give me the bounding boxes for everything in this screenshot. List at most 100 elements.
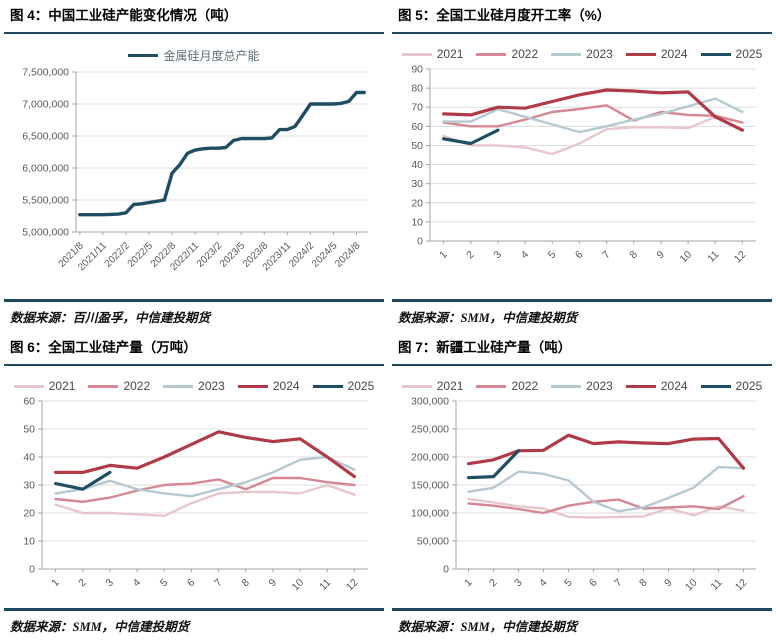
y-axis-tick-label: 0 <box>29 564 35 576</box>
series-line-2021 <box>467 498 745 520</box>
x-axis-tick-label: 1 <box>49 577 62 590</box>
series-line-2024 <box>441 88 744 133</box>
y-axis-tick-label: 10 <box>411 217 423 229</box>
series-line-2024 <box>466 434 746 471</box>
figure-4-title: 图 4：中国工业硅产能变化情况（吨） <box>10 8 238 23</box>
figure-4-legend: 金属硅月度总产能 <box>10 47 378 64</box>
x-axis-tick-label: 11 <box>705 249 721 265</box>
legend-item-2025: 2025 <box>312 379 374 393</box>
x-axis-tick-label: 3 <box>512 577 525 590</box>
legend-swatch-icon <box>88 384 119 388</box>
y-axis-tick-label: 200,000 <box>411 452 449 464</box>
legend-item-2021: 2021 <box>13 379 76 394</box>
x-axis-tick-label: 2024/8 <box>333 241 363 271</box>
y-axis-tick-label: 0 <box>443 564 449 576</box>
legend-label: 2022 <box>123 379 151 394</box>
y-axis-tick-label: 0 <box>417 236 423 248</box>
y-axis-tick-label: 70 <box>411 102 423 114</box>
y-axis-tick-label: 40 <box>411 160 423 172</box>
y-axis-tick-label: 40 <box>23 452 35 464</box>
legend-item-2025: 2025 <box>700 47 763 62</box>
series-line-2022 <box>467 495 745 515</box>
y-axis-tick-label: 300,000 <box>411 396 449 408</box>
legend-label: 2021 <box>436 379 464 394</box>
legend-item-2023: 2023 <box>163 379 225 393</box>
legend-label: 2021 <box>436 47 464 62</box>
y-axis-tick-label: 6,500,000 <box>22 131 69 143</box>
x-axis-tick-label: 6 <box>573 249 586 262</box>
x-axis-tick-label: 3 <box>103 577 116 590</box>
legend-label: 2021 <box>48 379 76 394</box>
x-axis-tick-label: 10 <box>677 249 694 266</box>
series-line-金属硅月度总产能 <box>78 91 366 217</box>
legend-label: 2023 <box>586 47 613 62</box>
x-axis-tick-label: 1 <box>462 577 475 590</box>
series-line-2025 <box>53 471 112 492</box>
x-axis-tick-label: 8 <box>637 577 650 590</box>
legend-label: 2025 <box>735 47 763 62</box>
x-axis-tick-label: 8 <box>239 577 252 590</box>
x-axis-tick-label: 11 <box>708 577 724 593</box>
y-axis-tick-label: 7,500,000 <box>22 67 69 79</box>
x-axis-tick-label: 6 <box>185 577 198 590</box>
series-line-2023 <box>467 466 745 513</box>
y-axis-tick-label: 6,000,000 <box>22 163 69 175</box>
y-axis-tick-label: 80 <box>411 83 423 95</box>
series-line-2022 <box>54 477 356 504</box>
x-axis-tick-label: 1 <box>437 249 450 262</box>
x-axis-tick-label: 2 <box>464 249 477 262</box>
spacer <box>10 290 378 299</box>
legend-swatch-icon <box>700 52 731 56</box>
legend-label: 2024 <box>272 379 300 394</box>
x-axis-tick-label: 4 <box>537 577 550 590</box>
title-divider <box>392 363 772 367</box>
title-divider <box>4 363 384 367</box>
legend-swatch-icon <box>476 384 507 388</box>
figure-6-source: 数据来源：SMM，中信建投期货 <box>10 620 190 634</box>
y-axis-tick-label: 100,000 <box>411 508 449 520</box>
x-axis-tick-label: 9 <box>654 249 667 262</box>
legend-label: 2023 <box>586 379 613 394</box>
legend-label: 2023 <box>198 379 225 394</box>
legend-item-2021: 2021 <box>401 379 464 394</box>
x-axis-tick-label: 10 <box>289 577 306 594</box>
legend-item-2022: 2022 <box>88 379 150 393</box>
x-axis-tick-label: 12 <box>344 577 361 594</box>
legend-item-2024: 2024 <box>237 379 300 394</box>
title-divider <box>392 31 772 35</box>
legend-item-2025: 2025 <box>700 379 763 394</box>
x-axis-tick-label: 9 <box>266 577 279 590</box>
x-axis-tick-label: 2 <box>76 577 89 590</box>
source-divider <box>4 299 384 302</box>
x-axis-tick-label: 7 <box>612 577 625 590</box>
x-axis-tick-label: 4 <box>519 249 532 262</box>
figure-7-source: 数据来源：SMM，中信建投期货 <box>398 620 578 634</box>
figure-5-legend: 2021 2022 2023 2024 2025 <box>398 47 766 61</box>
y-axis-tick-label: 5,500,000 <box>22 195 69 207</box>
y-axis-tick-label: 30 <box>411 179 423 191</box>
source-divider <box>4 608 384 611</box>
legend-swatch-icon <box>551 384 582 388</box>
legend-swatch-icon <box>13 384 44 388</box>
legend-label: 2024 <box>660 47 688 62</box>
legend-swatch-icon <box>401 52 432 56</box>
series-line-2021 <box>54 484 356 518</box>
figure-5-title: 图 5：全国工业硅月度开工率（%） <box>398 8 611 23</box>
x-axis-tick-label: 9 <box>662 577 675 590</box>
figure-4: 图 4：中国工业硅产能变化情况（吨） 金属硅月度总产能 5,000,000 5,5… <box>0 0 388 332</box>
x-axis-tick-label: 12 <box>732 249 749 266</box>
source-divider <box>392 299 772 302</box>
series-line-2021 <box>442 116 744 156</box>
x-axis-tick-label: 7 <box>212 577 225 590</box>
legend-label: 2022 <box>511 47 539 62</box>
x-axis-tick-label: 2 <box>487 577 500 590</box>
legend-item-金属硅月度总产能: 金属硅月度总产能 <box>128 47 260 64</box>
legend-label: 2025 <box>735 379 763 394</box>
x-axis-tick-label: 12 <box>733 577 750 594</box>
series-line-2023 <box>442 97 744 134</box>
source-divider <box>392 608 772 611</box>
y-axis-tick-label: 50 <box>411 140 423 152</box>
x-axis-tick-label: 3 <box>491 249 504 262</box>
legend-label: 2024 <box>660 379 688 394</box>
